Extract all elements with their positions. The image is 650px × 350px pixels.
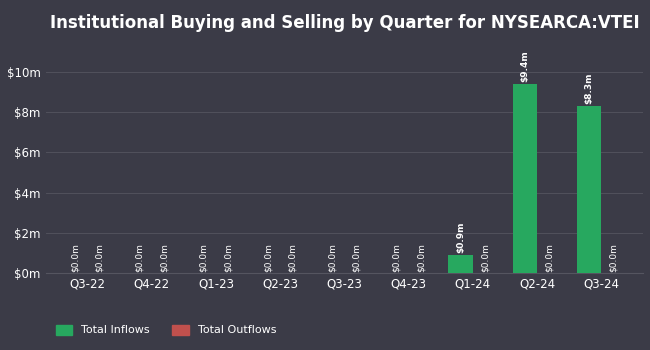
Text: $9.4m: $9.4m [521, 50, 529, 82]
Bar [448, 255, 473, 273]
Text: $0.0m: $0.0m [159, 243, 168, 272]
Text: $0.0m: $0.0m [328, 243, 337, 272]
Title: Institutional Buying and Selling by Quarter for NYSEARCA:VTEI: Institutional Buying and Selling by Quar… [49, 14, 639, 32]
Text: $0.0m: $0.0m [135, 243, 144, 272]
Text: $0.0m: $0.0m [480, 243, 489, 272]
Text: $0.0m: $0.0m [609, 243, 618, 272]
Bar [513, 84, 537, 273]
Text: $0.0m: $0.0m [199, 243, 208, 272]
Text: $0.9m: $0.9m [456, 221, 465, 252]
Text: $0.0m: $0.0m [224, 243, 233, 272]
Text: $0.0m: $0.0m [71, 243, 80, 272]
Text: $0.0m: $0.0m [545, 243, 554, 272]
Text: $0.0m: $0.0m [288, 243, 297, 272]
Text: $0.0m: $0.0m [95, 243, 104, 272]
Text: $8.3m: $8.3m [584, 72, 593, 104]
Legend: Total Inflows, Total Outflows: Total Inflows, Total Outflows [51, 320, 281, 340]
Bar [577, 106, 601, 273]
Text: $0.0m: $0.0m [416, 243, 425, 272]
Text: $0.0m: $0.0m [352, 243, 361, 272]
Text: $0.0m: $0.0m [392, 243, 401, 272]
Text: $0.0m: $0.0m [263, 243, 272, 272]
